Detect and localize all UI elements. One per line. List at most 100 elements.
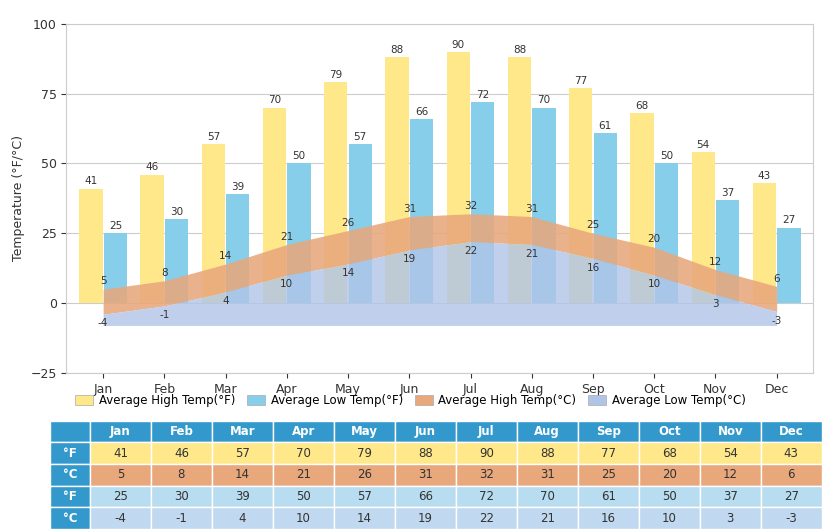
Text: 50: 50 <box>662 490 676 503</box>
Bar <box>532 107 555 303</box>
Text: 4: 4 <box>239 512 247 525</box>
Text: Oct: Oct <box>658 425 681 438</box>
Text: °C: °C <box>62 468 77 481</box>
Text: 72: 72 <box>476 90 490 100</box>
Bar <box>578 486 639 507</box>
Bar <box>140 175 164 303</box>
Text: 26: 26 <box>357 468 372 481</box>
Text: 22: 22 <box>479 512 494 525</box>
Text: 25: 25 <box>586 221 599 231</box>
Bar <box>639 464 700 486</box>
Text: 79: 79 <box>357 446 372 460</box>
Text: 21: 21 <box>540 512 554 525</box>
Bar <box>761 507 822 529</box>
Text: Mar: Mar <box>230 425 255 438</box>
Text: 25: 25 <box>601 468 616 481</box>
Bar <box>761 442 822 464</box>
Bar <box>471 102 495 303</box>
Text: 8: 8 <box>161 268 168 278</box>
Bar <box>334 442 395 464</box>
Text: Feb: Feb <box>169 425 193 438</box>
Text: 20: 20 <box>647 234 661 244</box>
Text: 21: 21 <box>281 232 294 242</box>
Bar <box>753 183 776 303</box>
Text: Jun: Jun <box>415 425 436 438</box>
Bar <box>395 507 456 529</box>
Text: 90: 90 <box>479 446 494 460</box>
Bar <box>517 486 578 507</box>
Text: 37: 37 <box>723 490 738 503</box>
Bar <box>456 464 517 486</box>
Text: 50: 50 <box>296 490 310 503</box>
Bar <box>273 486 334 507</box>
Text: 70: 70 <box>540 490 554 503</box>
Text: 79: 79 <box>330 70 343 80</box>
Bar <box>212 442 273 464</box>
Text: 25: 25 <box>109 221 122 231</box>
Text: 77: 77 <box>601 446 616 460</box>
Bar <box>716 200 740 303</box>
Bar <box>517 464 578 486</box>
Bar <box>50 486 90 507</box>
Text: 4: 4 <box>222 296 229 306</box>
Text: 22: 22 <box>464 246 477 256</box>
Bar <box>761 486 822 507</box>
Bar <box>517 507 578 529</box>
Text: 25: 25 <box>113 490 128 503</box>
Text: 88: 88 <box>513 45 526 55</box>
Text: 31: 31 <box>525 204 539 214</box>
Text: 46: 46 <box>145 162 159 172</box>
Text: 54: 54 <box>723 446 738 460</box>
Bar <box>90 464 151 486</box>
Text: 6: 6 <box>774 273 780 284</box>
Bar <box>639 442 700 464</box>
Text: 57: 57 <box>207 132 220 142</box>
Bar <box>700 442 761 464</box>
Text: Dec: Dec <box>779 425 803 438</box>
Text: 70: 70 <box>538 95 550 105</box>
Bar <box>517 442 578 464</box>
Bar <box>90 507 151 529</box>
Text: 41: 41 <box>113 446 128 460</box>
Text: -4: -4 <box>98 318 109 329</box>
Bar <box>761 421 822 442</box>
Text: 39: 39 <box>235 490 250 503</box>
Text: 19: 19 <box>403 254 416 264</box>
Text: -1: -1 <box>159 310 169 320</box>
Text: 32: 32 <box>464 201 477 211</box>
Text: °C: °C <box>62 512 77 525</box>
Text: 61: 61 <box>601 490 616 503</box>
Text: 31: 31 <box>403 204 416 214</box>
Text: Aug: Aug <box>535 425 560 438</box>
Text: -4: -4 <box>115 512 126 525</box>
Text: 14: 14 <box>357 512 372 525</box>
Bar <box>273 507 334 529</box>
Bar <box>287 163 310 303</box>
Bar <box>50 442 90 464</box>
Bar <box>151 421 212 442</box>
Bar <box>630 113 653 303</box>
Bar <box>349 144 372 303</box>
Bar <box>569 88 593 303</box>
Text: 90: 90 <box>452 40 465 50</box>
Text: 32: 32 <box>479 468 494 481</box>
Text: May: May <box>351 425 378 438</box>
Text: 88: 88 <box>418 446 432 460</box>
Bar <box>263 107 286 303</box>
Text: °F: °F <box>63 490 76 503</box>
Text: 46: 46 <box>174 446 189 460</box>
Bar <box>227 194 250 303</box>
Text: 14: 14 <box>219 251 232 261</box>
Bar <box>700 486 761 507</box>
Text: 12: 12 <box>723 468 738 481</box>
Bar <box>334 464 395 486</box>
Text: 77: 77 <box>574 76 588 86</box>
Text: 30: 30 <box>174 490 188 503</box>
Bar <box>456 442 517 464</box>
Text: 66: 66 <box>415 106 428 116</box>
Text: 72: 72 <box>479 490 494 503</box>
Text: 70: 70 <box>296 446 310 460</box>
Text: 10: 10 <box>647 279 661 289</box>
Text: 50: 50 <box>292 151 305 161</box>
Bar <box>761 464 822 486</box>
